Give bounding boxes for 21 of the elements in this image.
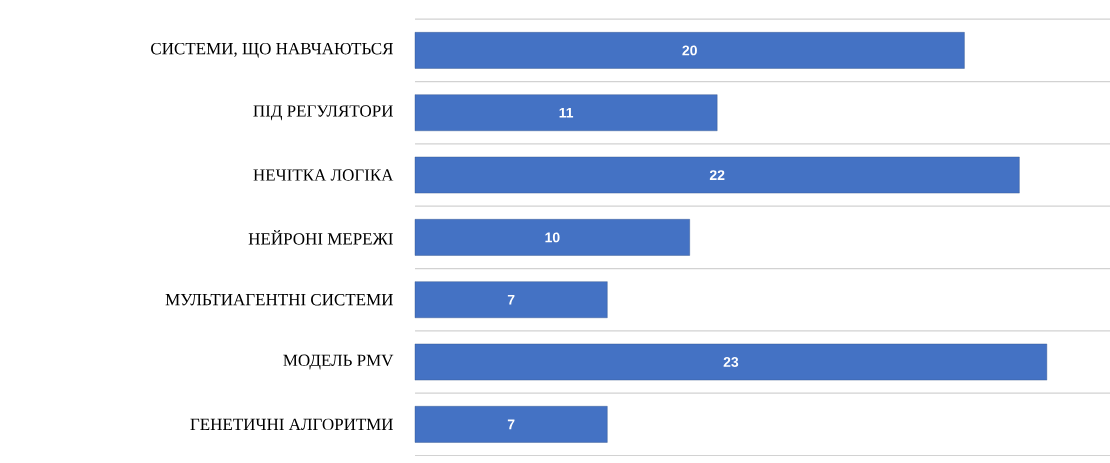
y-tick-label: ПІД РЕГУЛЯТОРИ (253, 105, 393, 121)
y-tick-label: МОДЕЛЬ PMV (283, 354, 394, 370)
bar (414, 343, 1048, 381)
data-label: 10 (545, 232, 560, 243)
bar (414, 281, 608, 318)
y-tick-label: НЕЧІТКА ЛОГІКА (253, 169, 394, 181)
bar (414, 32, 965, 69)
bar (414, 94, 718, 131)
y-tick-label: ГЕНЕТИЧНІ АЛГОРИТМИ (190, 418, 393, 431)
bar (414, 156, 1020, 194)
y-tick-label: НЕЙРОНІ МЕРЕЖІ (248, 230, 393, 245)
y-tick-label: МУЛЬТИАГЕНТНІ СИСТЕМИ (165, 293, 393, 306)
data-label: 11 (559, 107, 574, 118)
bar (414, 219, 690, 256)
bar (414, 406, 608, 443)
data-label: 23 (723, 357, 739, 367)
data-label: 20 (682, 45, 697, 56)
data-label: 22 (709, 170, 725, 180)
y-tick-label: СИСТЕМИ, ЩО НАВЧАЮТЬСЯ (151, 42, 393, 58)
data-label: 7 (507, 419, 515, 430)
data-label: 7 (507, 294, 515, 305)
